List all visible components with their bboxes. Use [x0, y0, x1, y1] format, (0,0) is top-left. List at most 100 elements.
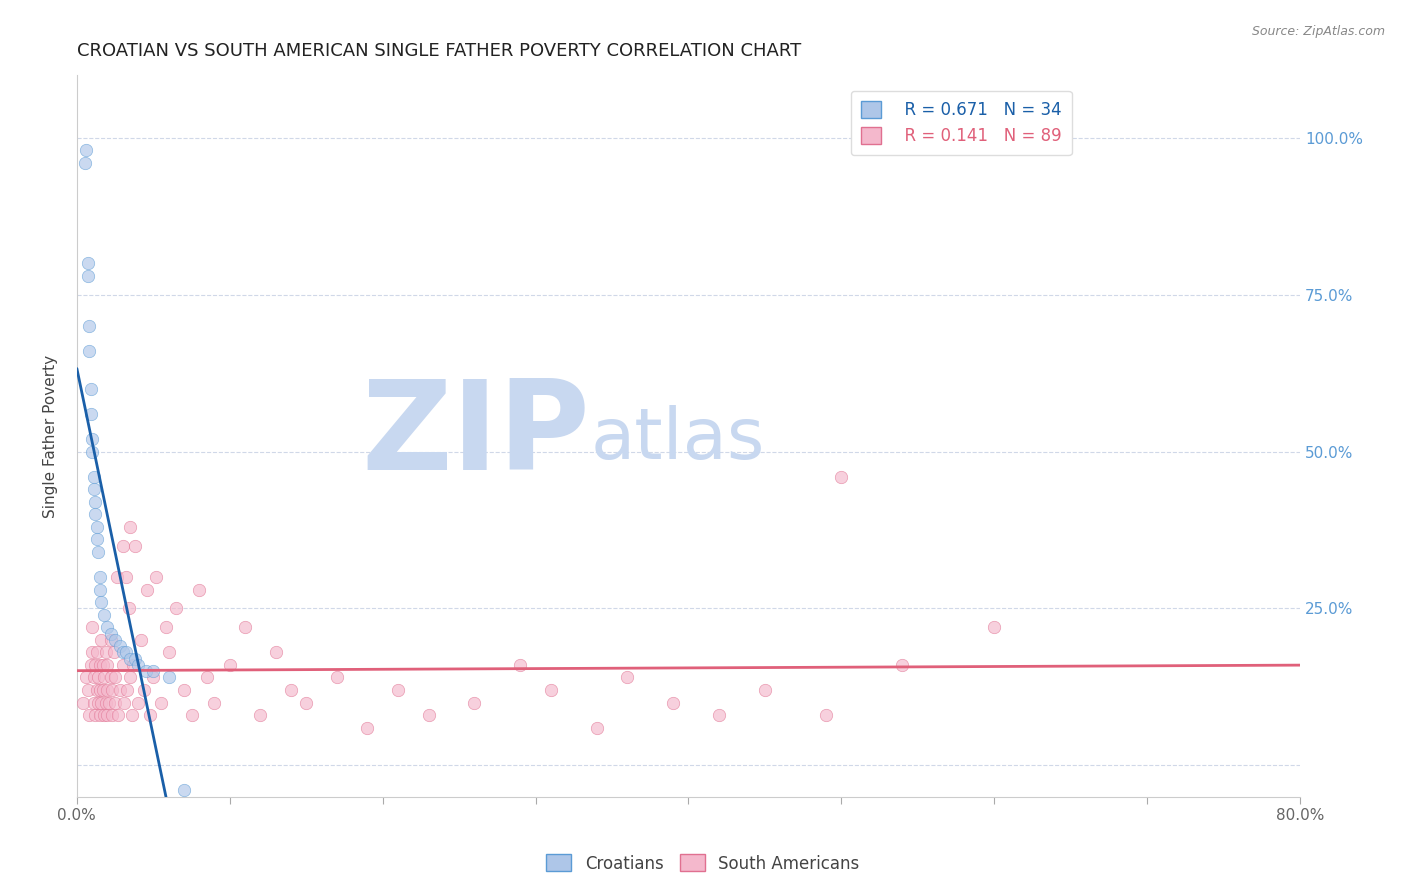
Point — [77, 344, 100, 359]
Point — [76, 256, 98, 270]
Point — [89, 582, 111, 597]
Point — [111, 645, 134, 659]
Text: ZIP: ZIP — [361, 376, 591, 497]
Point — [103, 645, 125, 659]
Point — [94, 696, 117, 710]
Point — [108, 683, 131, 698]
Point — [96, 683, 118, 698]
Point — [142, 664, 165, 678]
Point — [983, 620, 1005, 634]
Point — [108, 639, 131, 653]
Point — [114, 570, 136, 584]
Point — [98, 696, 121, 710]
Point — [509, 657, 531, 672]
Point — [83, 696, 105, 710]
Point — [112, 696, 135, 710]
Point — [89, 683, 111, 698]
Point — [84, 508, 107, 522]
Point — [75, 144, 97, 158]
Point — [82, 620, 104, 634]
Point — [79, 407, 101, 421]
Point — [117, 683, 139, 698]
Point — [96, 620, 118, 634]
Point — [87, 545, 110, 559]
Point — [101, 683, 124, 698]
Point — [139, 708, 162, 723]
Point — [418, 708, 440, 723]
Point — [104, 671, 127, 685]
Point — [233, 620, 256, 634]
Point — [173, 783, 195, 797]
Point — [79, 657, 101, 672]
Text: Source: ZipAtlas.com: Source: ZipAtlas.com — [1251, 25, 1385, 38]
Point — [830, 469, 852, 483]
Point — [326, 671, 349, 685]
Point — [90, 696, 112, 710]
Point — [356, 721, 378, 735]
Point — [463, 696, 485, 710]
Point — [120, 651, 142, 665]
Point — [218, 657, 240, 672]
Point — [165, 601, 187, 615]
Point — [90, 595, 112, 609]
Point — [86, 683, 108, 698]
Point — [111, 657, 134, 672]
Point — [120, 671, 142, 685]
Point — [94, 645, 117, 659]
Point — [188, 582, 211, 597]
Point — [180, 708, 202, 723]
Point — [100, 671, 122, 685]
Point — [100, 626, 122, 640]
Point — [754, 683, 776, 698]
Point — [93, 708, 115, 723]
Point — [89, 657, 111, 672]
Point — [76, 268, 98, 283]
Point — [104, 696, 127, 710]
Point — [111, 539, 134, 553]
Point — [891, 657, 914, 672]
Point — [82, 444, 104, 458]
Point — [249, 708, 271, 723]
Point — [83, 469, 105, 483]
Point — [96, 708, 118, 723]
Point — [105, 570, 128, 584]
Point — [142, 671, 165, 685]
Point — [145, 570, 167, 584]
Point — [157, 671, 180, 685]
Point — [815, 708, 838, 723]
Point — [149, 696, 172, 710]
Text: atlas: atlas — [591, 405, 765, 474]
Point — [73, 156, 96, 170]
Point — [76, 683, 98, 698]
Point — [585, 721, 607, 735]
Point — [72, 696, 94, 710]
Point — [127, 657, 149, 672]
Point — [136, 582, 159, 597]
Point — [280, 683, 302, 698]
Point — [104, 632, 127, 647]
Legend: Croatians, South Americans: Croatians, South Americans — [540, 847, 866, 880]
Point — [91, 683, 114, 698]
Point — [91, 657, 114, 672]
Point — [96, 657, 118, 672]
Point — [77, 319, 100, 334]
Point — [540, 683, 562, 698]
Point — [264, 645, 287, 659]
Point — [118, 601, 141, 615]
Point — [83, 483, 105, 497]
Point — [84, 708, 107, 723]
Point — [295, 696, 318, 710]
Point — [114, 645, 136, 659]
Point — [707, 708, 730, 723]
Point — [90, 632, 112, 647]
Point — [86, 520, 108, 534]
Point — [77, 708, 100, 723]
Point — [87, 696, 110, 710]
Point — [87, 671, 110, 685]
Point — [173, 683, 195, 698]
Point — [82, 432, 104, 446]
Point — [155, 620, 177, 634]
Point — [204, 696, 226, 710]
Point — [124, 651, 146, 665]
Point — [157, 645, 180, 659]
